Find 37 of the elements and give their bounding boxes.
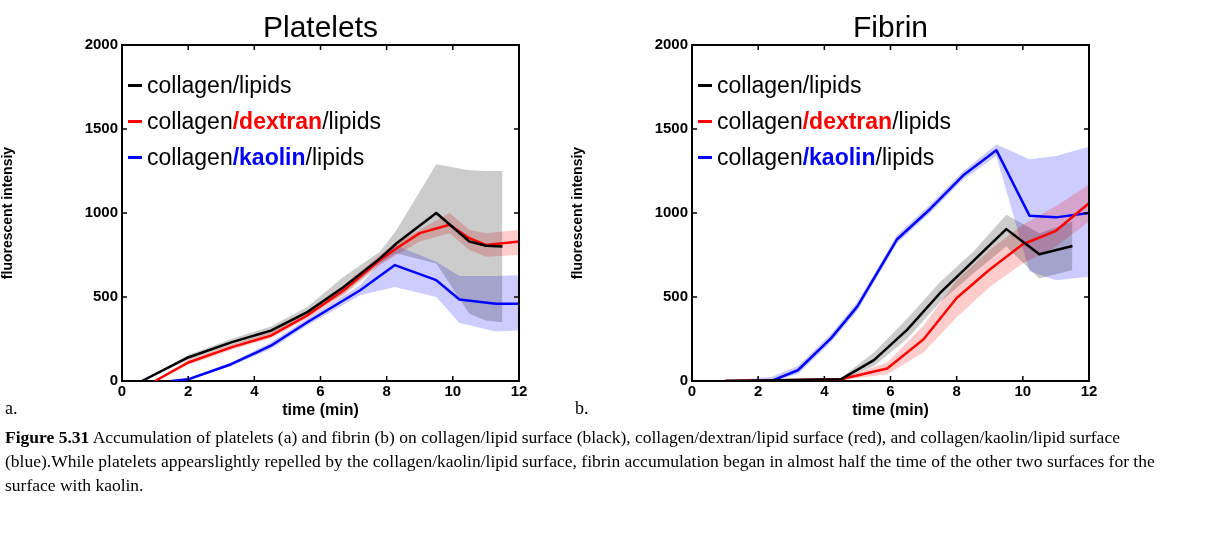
x-axis-title: time (min)	[852, 400, 929, 418]
x-tick-label: 12	[1080, 382, 1098, 400]
x-tick-label: 8	[382, 382, 391, 400]
caption: Figure 5.31 Accumulation of platelets (a) and fibrin (b) on collagen/lipid surface (black), collagen/dextran/lipid surface (red), and collagen/kaolin/lipid surface (blue).While platelets appearslightly repelled by the collagen/kaolin/lipid surface, fibrin accumulation began in almost half the time of the other two surfaces for the surface with kaolin.	[5, 426, 1156, 497]
y-axis-title: fluorescent intensiy	[569, 146, 586, 280]
y-tick-label: 1000	[84, 203, 118, 221]
x-tick-label: 4	[250, 382, 260, 400]
legend-label: collagen/lipids	[717, 71, 862, 100]
x-tick-label: 10	[444, 382, 462, 400]
y-axis-title: fluorescent intensiy	[0, 146, 16, 280]
y-tick-label: 1000	[654, 203, 688, 221]
chart-title: Platelets	[261, 10, 380, 44]
chart-title: Fibrin	[852, 10, 929, 44]
y-tick-label: 2000	[84, 35, 118, 53]
y-tick-label: 0	[679, 371, 688, 389]
x-tick-label: 2	[753, 382, 763, 400]
legend-label: collagen/kaolin/lipids	[147, 143, 365, 172]
y-tick-label: 500	[662, 287, 688, 305]
y-tick-label: 500	[92, 287, 118, 305]
x-tick-label: 8	[952, 382, 961, 400]
x-tick-label: 6	[316, 382, 325, 400]
x-tick-label: 2	[183, 382, 193, 400]
text: b.	[575, 398, 589, 419]
y-tick-label: 0	[109, 371, 118, 389]
x-tick-label: 12	[510, 382, 528, 400]
x-axis-title: time (min)	[282, 400, 359, 418]
x-tick-label: 6	[886, 382, 895, 400]
legend-label: collagen/dextran/lipids	[717, 107, 951, 136]
y-tick-label: 2000	[654, 35, 688, 53]
legend-label: collagen/lipids	[147, 71, 292, 100]
y-tick-label: 1500	[654, 119, 688, 137]
x-tick-label: 4	[820, 382, 830, 400]
legend-label: collagen/dextran/lipids	[147, 107, 381, 136]
y-tick-label: 1500	[84, 119, 118, 137]
legend-label: collagen/kaolin/lipids	[717, 143, 935, 172]
x-tick-label: 10	[1014, 382, 1032, 400]
text: a.	[5, 398, 18, 419]
